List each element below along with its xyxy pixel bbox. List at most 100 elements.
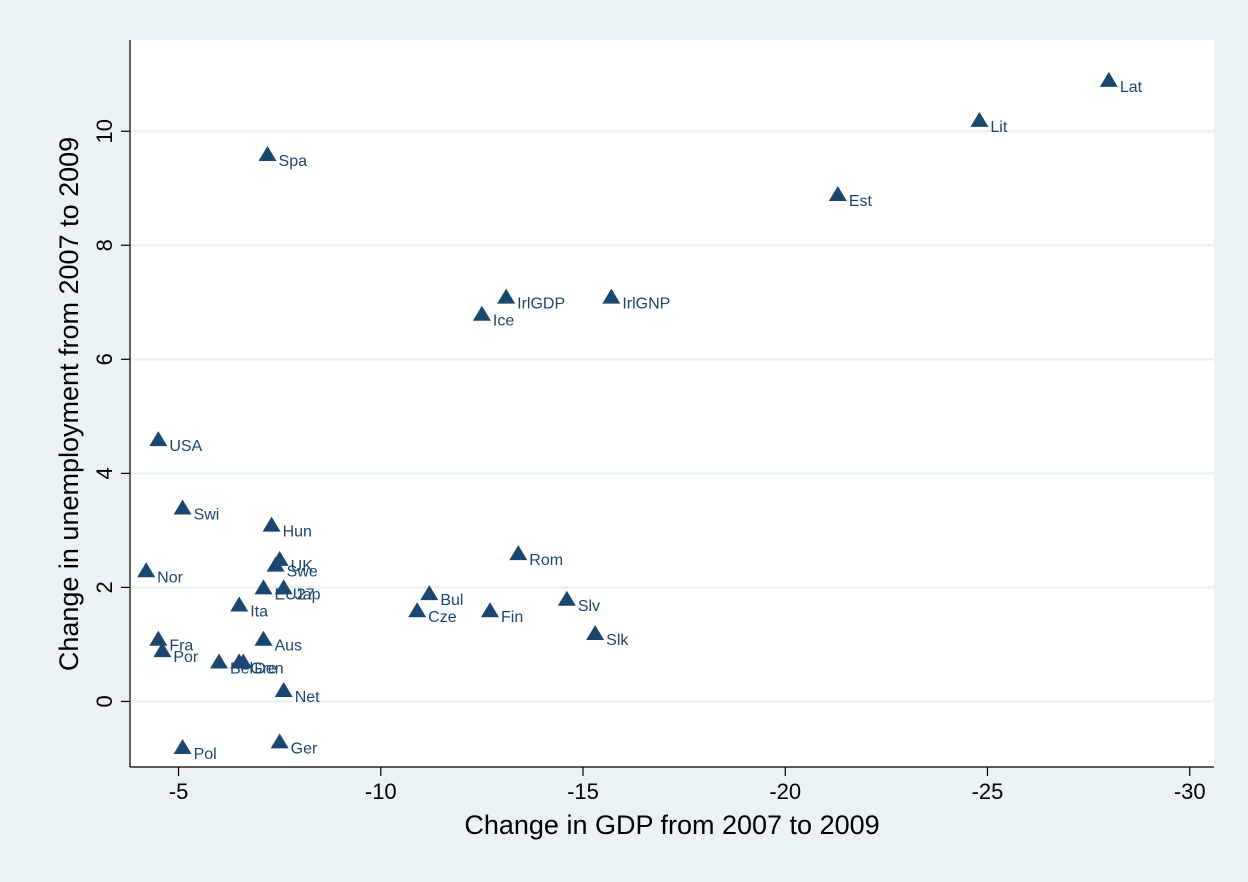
triangle-marker: [230, 596, 249, 612]
y-axis-ticks: 0 2 4 6 8 10: [92, 119, 130, 708]
triangle-marker: [497, 288, 516, 304]
data-point: Pol: [173, 739, 217, 763]
triangle-marker: [828, 185, 847, 201]
point-label: Ger: [291, 740, 318, 757]
point-label: Ice: [493, 313, 514, 330]
point-label: IrlGDP: [517, 296, 565, 313]
data-point: Swi: [173, 499, 220, 524]
point-label: Est: [849, 193, 873, 210]
triangle-marker: [1099, 71, 1118, 87]
triangle-marker: [408, 602, 427, 618]
triangle-marker: [274, 579, 293, 595]
x-tick-label: -30: [1174, 779, 1206, 804]
x-tick-label: -15: [567, 779, 599, 804]
data-point: Ita: [230, 596, 268, 620]
data-point: Nor: [137, 562, 184, 586]
x-tick-label: -5: [169, 779, 189, 804]
triangle-marker: [254, 579, 273, 595]
y-tick-label: 6: [92, 353, 117, 365]
triangle-marker: [274, 682, 293, 698]
point-label: Lat: [1120, 79, 1143, 96]
point-label: Fin: [501, 609, 523, 626]
point-label: Swi: [194, 507, 220, 524]
x-tick-label: -10: [365, 779, 397, 804]
y-tick-label: 0: [92, 695, 117, 707]
triangle-marker: [586, 625, 605, 641]
point-label: Rom: [529, 552, 563, 569]
triangle-marker: [149, 630, 168, 646]
data-point: Lat: [1099, 71, 1143, 96]
data-point: Est: [828, 185, 873, 210]
data-point: Rom: [509, 545, 563, 569]
point-label: Nor: [157, 569, 183, 586]
point-label: Por: [173, 649, 199, 666]
data-point: Fin: [480, 602, 523, 626]
point-label: Aus: [274, 638, 302, 655]
point-label: Hun: [283, 524, 312, 541]
data-point: IrlGDP: [497, 288, 565, 313]
data-point: Cze: [408, 602, 457, 626]
point-label: Den: [254, 661, 283, 678]
point-label: UK: [291, 558, 314, 575]
data-point: Jap: [274, 579, 321, 603]
point-label: Jap: [295, 586, 321, 603]
data-point: USA: [149, 431, 203, 455]
triangle-marker: [602, 288, 621, 304]
x-axis-title: Change in GDP from 2007 to 2009: [464, 810, 879, 840]
point-label: USA: [169, 438, 202, 455]
point-label: Slv: [578, 598, 600, 615]
data-point: Swe: [266, 556, 318, 581]
y-axis-title: Change in unemployment from 2007 to 2009: [54, 137, 84, 671]
y-tick-label: 4: [92, 467, 117, 479]
data-point: Den: [234, 653, 284, 678]
triangle-marker: [149, 431, 168, 447]
data-point: Ger: [270, 733, 318, 757]
y-tick-label: 10: [92, 119, 117, 143]
point-label: Spa: [279, 153, 308, 170]
point-label: Cze: [428, 609, 457, 626]
triangle-marker: [258, 146, 277, 162]
point-label: Slk: [606, 632, 629, 649]
triangle-marker: [472, 305, 491, 321]
x-tick-label: -20: [769, 779, 801, 804]
triangle-marker: [254, 630, 273, 646]
triangle-marker: [266, 556, 285, 572]
data-point: Aus: [254, 630, 302, 655]
data-point: Fra: [149, 630, 193, 655]
triangle-marker: [480, 602, 499, 618]
data-point: Slk: [586, 625, 629, 649]
triangle-marker: [557, 590, 576, 606]
y-tick-label: 2: [92, 581, 117, 593]
point-label: Net: [295, 689, 320, 706]
x-axis-ticks: -5 -10 -15 -20 -25 -30: [169, 767, 1206, 804]
triangle-marker: [234, 653, 253, 669]
data-point: IrlGNP: [602, 288, 670, 313]
triangle-marker: [420, 585, 439, 601]
triangle-marker: [173, 739, 192, 755]
data-point: Slv: [557, 590, 600, 615]
point-label: Fra: [169, 638, 193, 655]
data-point: Hun: [262, 516, 312, 541]
data-point: Por: [153, 642, 199, 666]
triangle-marker: [970, 111, 989, 127]
point-label: Lit: [990, 119, 1007, 136]
triangle-marker: [509, 545, 528, 561]
triangle-marker: [153, 642, 172, 658]
triangle-marker: [209, 653, 228, 669]
triangle-marker: [262, 516, 281, 532]
y-tick-label: 8: [92, 239, 117, 251]
gridlines: [130, 129, 1214, 703]
data-point: Spa: [258, 146, 308, 170]
data-point: Bul: [420, 585, 463, 609]
data-point: Net: [274, 682, 320, 706]
point-label: Bul: [440, 592, 463, 609]
point-label: Pol: [194, 746, 217, 763]
data-points: Lat Lit Spa Est IrlGDP IrlGNP Ice USA Swi Hun Rom U…: [137, 71, 1143, 763]
plot-area: [130, 40, 1214, 767]
data-point: Ice: [472, 305, 514, 330]
triangle-marker: [270, 733, 289, 749]
point-label: Swe: [287, 564, 318, 581]
point-label: IrlGNP: [622, 296, 670, 313]
x-tick-label: -25: [972, 779, 1004, 804]
